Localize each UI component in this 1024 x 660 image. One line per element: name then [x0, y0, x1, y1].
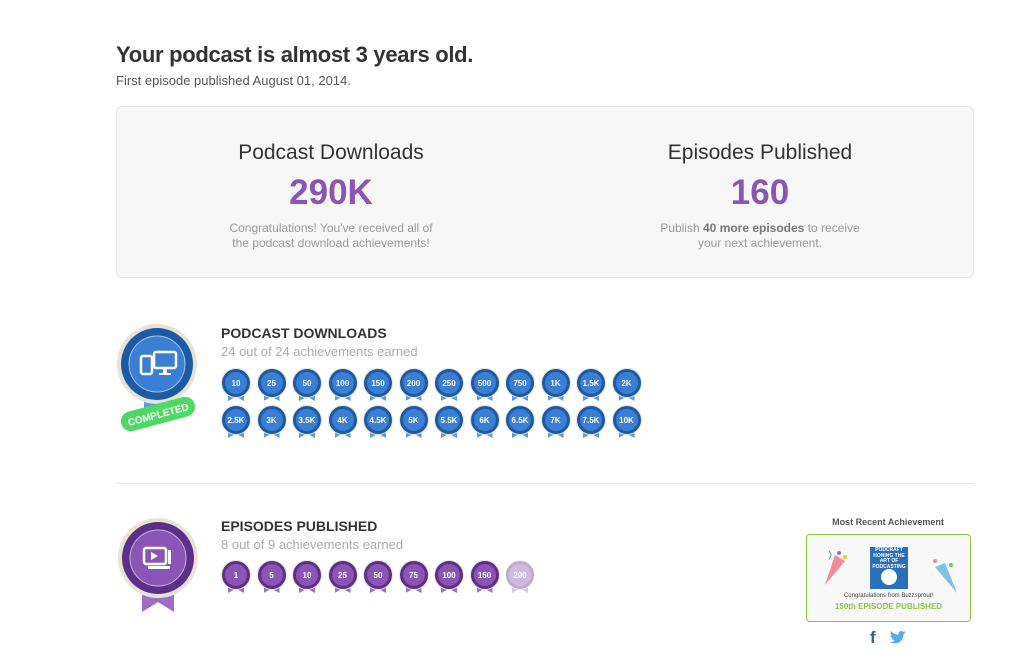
downloads-value: 290K	[289, 173, 373, 212]
microphone-icon	[881, 569, 897, 585]
recent-congrats: Congratulations from Buzzsprout!	[843, 593, 934, 599]
achievement-medal[interactable]: 50	[364, 561, 392, 595]
achievement-medal[interactable]: 25	[328, 561, 357, 595]
achievement-medal[interactable]: 10	[222, 369, 250, 403]
twitter-share-icon[interactable]	[889, 630, 907, 645]
achievement-medal[interactable]: 1K	[541, 369, 570, 403]
medal-label: 7.5K	[577, 406, 605, 434]
confetti-popper-icon	[933, 559, 957, 593]
medal-label: 150	[470, 561, 499, 589]
achievement-medal[interactable]: 6K	[470, 406, 499, 440]
medal-label: 100	[435, 561, 463, 589]
section-divider	[116, 483, 974, 484]
achievement-medal[interactable]: 2K	[612, 369, 641, 403]
achievement-medal[interactable]: 100	[435, 561, 463, 595]
episodes-label: Episodes Published	[667, 141, 853, 164]
achievement-medal[interactable]: 6.5K	[506, 406, 534, 440]
episodes-heading: EPISODES PUBLISHED 8 out of 9 achievemen…	[221, 518, 403, 552]
medal-label: 50	[293, 369, 321, 397]
medal-label: 5.5K	[435, 406, 463, 434]
downloads-heading: PODCAST DOWNLOADS 24 out of 24 achieveme…	[221, 325, 418, 359]
achievement-medal[interactable]: 250	[435, 369, 463, 403]
achievement-medal[interactable]: 10	[293, 561, 321, 595]
medal-label: 2K	[612, 369, 641, 397]
downloads-section-subtitle: 24 out of 24 achievements earned	[221, 344, 418, 359]
episodes-icon	[118, 518, 198, 612]
page-title: Your podcast is almost 3 years old.	[116, 42, 474, 67]
achievement-medal[interactable]: 4.5K	[364, 406, 392, 440]
medal-label: 6.5K	[506, 406, 534, 434]
achievement-medal[interactable]: 7K	[541, 406, 570, 440]
medal-label: 7K	[541, 406, 570, 434]
podcast-artwork-title: PODCRAFT HONING THE ART OF PODCASTING	[872, 547, 906, 570]
medal-label: 75	[399, 561, 428, 589]
downloads-section-title: PODCAST DOWNLOADS	[221, 325, 387, 341]
medal-label: 50	[364, 561, 392, 589]
medal-label: 1	[222, 561, 250, 589]
stats-panel: Podcast Downloads 290K Congratulations! …	[116, 106, 974, 278]
medal-label: 4K	[328, 406, 357, 434]
medal-label: 2.5K	[222, 406, 250, 434]
medal-label: 10	[293, 561, 321, 589]
medal-label: 200	[506, 561, 534, 589]
achievement-medal[interactable]: 5	[257, 561, 286, 595]
achievement-medal[interactable]: 100	[328, 369, 357, 403]
medal-label: 1K	[541, 369, 570, 397]
achievement-medal[interactable]: 5K	[399, 406, 428, 440]
achievement-medal[interactable]: 500	[470, 369, 499, 403]
facebook-share-icon[interactable]: f	[870, 628, 876, 647]
recent-achievement-card[interactable]: PODCRAFT HONING THE ART OF PODCASTING Co…	[806, 534, 971, 622]
episodes-section-subtitle: 8 out of 9 achievements earned	[221, 537, 404, 552]
achievement-medal[interactable]: 2.5K	[222, 406, 250, 440]
confetti-popper-icon	[825, 550, 847, 585]
medal-label: 3K	[257, 406, 286, 434]
achievement-medal[interactable]: 4K	[328, 406, 357, 440]
downloads-label: Podcast Downloads	[238, 141, 424, 164]
achievement-medal[interactable]: 3.5K	[293, 406, 321, 440]
achievement-medal[interactable]: 200	[399, 369, 428, 403]
medal-label: 150	[364, 369, 392, 397]
medal-label: 5	[257, 561, 286, 589]
downloads-stat: Podcast Downloads 290K Congratulations! …	[181, 141, 481, 251]
achievement-medal[interactable]: 1	[222, 561, 250, 595]
episodes-stat: Episodes Published 160 Publish 40 more e…	[610, 141, 910, 251]
medal-label: 1.5K	[577, 369, 605, 397]
episodes-value: 160	[730, 173, 790, 212]
podcast-artwork: PODCRAFT HONING THE ART OF PODCASTING	[870, 547, 908, 589]
medal-label: 500	[470, 369, 499, 397]
achievement-medal[interactable]: 200	[506, 561, 534, 595]
medal-label: 750	[506, 369, 534, 397]
episodes-main-badge	[118, 516, 198, 616]
medal-label: 4.5K	[364, 406, 392, 434]
recent-achievement-label: Most Recent Achievement	[832, 517, 944, 527]
episodes-message: Publish 40 more episodes to receive your…	[660, 221, 860, 250]
achievement-medal[interactable]: 150	[364, 369, 392, 403]
medal-label: 250	[435, 369, 463, 397]
medal-label: 100	[328, 369, 357, 397]
medal-label: 25	[328, 561, 357, 589]
episodes-section-title: EPISODES PUBLISHED	[221, 518, 378, 534]
achievement-medal[interactable]: 7.5K	[577, 406, 605, 440]
medal-label: 200	[399, 369, 428, 397]
medal-label: 10K	[612, 406, 641, 434]
achievement-medal[interactable]: 1.5K	[577, 369, 605, 403]
devices-icon: COMPLETED	[117, 324, 197, 432]
downloads-main-badge: COMPLETED	[116, 322, 200, 436]
medal-label: 25	[257, 369, 286, 397]
achievement-medal[interactable]: 10K	[612, 406, 641, 440]
achievement-medal[interactable]: 25	[257, 369, 286, 403]
achievement-medal[interactable]: 75	[399, 561, 428, 595]
medal-label: 5K	[399, 406, 428, 434]
medal-label: 6K	[470, 406, 499, 434]
achievement-medal[interactable]: 50	[293, 369, 321, 403]
page-subtitle: First episode published August 01, 2014.	[116, 73, 351, 88]
recent-achievement-title: 150th EPISODE PUBLISHED	[834, 602, 943, 611]
achievement-medal[interactable]: 5.5K	[435, 406, 463, 440]
achievement-medal[interactable]: 150	[470, 561, 499, 595]
medal-label: 10	[222, 369, 250, 397]
achievement-medal[interactable]: 750	[506, 369, 534, 403]
achievement-medal[interactable]: 3K	[257, 406, 286, 440]
downloads-message: Congratulations! You've received all of …	[229, 221, 433, 250]
medal-label: 3.5K	[293, 406, 321, 434]
